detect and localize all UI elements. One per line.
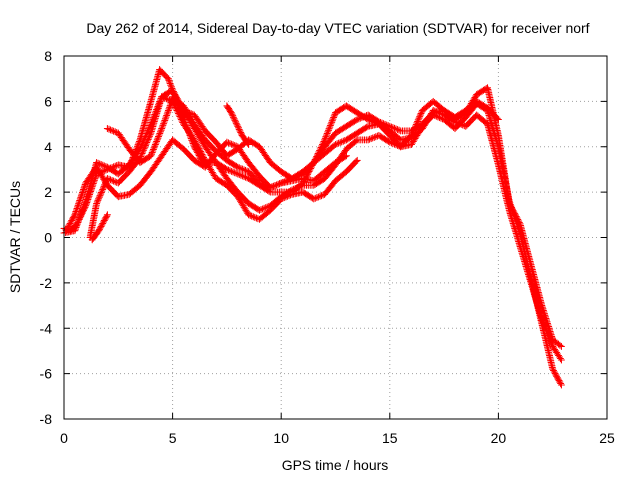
y-tick-label: 8 [44, 48, 52, 64]
y-tick-label: -6 [40, 366, 53, 382]
x-tick-label: 5 [169, 430, 177, 446]
y-tick-label: -2 [40, 275, 53, 291]
series-track-f [169, 93, 502, 183]
x-tick-label: 15 [382, 430, 398, 446]
chart-title: Day 262 of 2014, Sidereal Day-to-day VTE… [86, 20, 589, 36]
y-axis-label: SDTVAR / TECUs [7, 181, 23, 293]
y-tick-label: -8 [40, 411, 53, 427]
data-traces [60, 66, 565, 389]
x-tick-label: 0 [60, 430, 68, 446]
y-tick-label: -4 [40, 320, 53, 336]
series-track-g [88, 211, 111, 244]
y-tick-label: 6 [44, 93, 52, 109]
x-tick-label: 10 [273, 430, 289, 446]
x-tick-label: 20 [491, 430, 507, 446]
x-axis-label: GPS time / hours [282, 457, 389, 473]
x-tick-label: 25 [599, 430, 615, 446]
y-tick-label: 0 [44, 230, 52, 246]
y-tick-label: 4 [44, 139, 52, 155]
axes: 0 5 10 15 20 25 -8 -6 -4 -2 0 2 4 6 8 [40, 48, 615, 446]
series-track-h [223, 102, 253, 149]
y-tick-label: 2 [44, 184, 52, 200]
